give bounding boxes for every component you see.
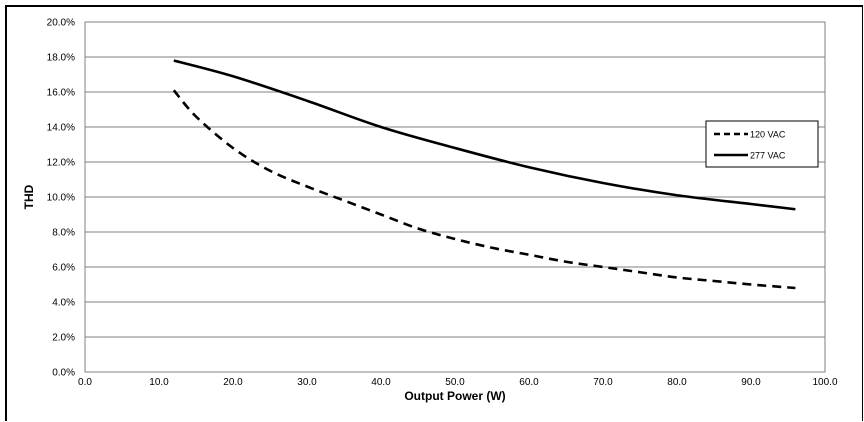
x-tick-label: 70.0 (593, 377, 613, 388)
legend: 120 VAC 277 VAC (705, 120, 819, 168)
x-tick-label: 60.0 (519, 377, 539, 388)
y-tick-label: 4.0% (52, 298, 75, 309)
x-tick-label: 40.0 (371, 377, 391, 388)
legend-label-120vac: 120 VAC (750, 130, 786, 140)
x-tick-label: 100.0 (812, 377, 837, 388)
legend-box (705, 120, 819, 168)
series-layer (172, 59, 796, 290)
x-tick-label: 50.0 (445, 377, 465, 388)
x-axis-title: Output Power (W) (404, 389, 505, 403)
y-tick-label: 6.0% (52, 263, 75, 274)
y-axis-title: THD (22, 184, 36, 209)
y-tick-label: 8.0% (52, 228, 75, 239)
x-tick-label: 80.0 (667, 377, 687, 388)
y-tick-label: 20.0% (47, 18, 75, 29)
y-tick-labels: 0.0% 2.0% 4.0% 6.0% 8.0% 10.0% 12.0% 14.0% 16.0%… (47, 18, 75, 379)
y-tick-label: 0.0% (52, 368, 75, 379)
y-tick-label: 10.0% (47, 193, 75, 204)
x-tick-label: 0.0 (78, 377, 92, 388)
y-tick-label: 16.0% (47, 88, 75, 99)
chart-frame: 0.0% 2.0% 4.0% 6.0% 8.0% 10.0% 12.0% 14.0% 16.0%… (5, 5, 863, 421)
y-tick-label: 14.0% (47, 123, 75, 134)
x-tick-label: 90.0 (741, 377, 761, 388)
series-line-277vac (173, 59, 796, 211)
x-tick-label: 10.0 (149, 377, 169, 388)
x-tick-label: 20.0 (223, 377, 243, 388)
series-line-120vac (172, 89, 796, 290)
thd-chart: 0.0% 2.0% 4.0% 6.0% 8.0% 10.0% 12.0% 14.0% 16.0%… (22, 18, 838, 404)
x-tick-label: 30.0 (297, 377, 317, 388)
y-tick-label: 2.0% (52, 333, 75, 344)
grid-layer (85, 56, 825, 338)
legend-label-277vac: 277 VAC (750, 151, 786, 161)
y-tick-label: 18.0% (47, 53, 75, 64)
y-tick-label: 12.0% (47, 158, 75, 169)
plot-border (84, 21, 826, 373)
x-tick-labels: 0.0 10.0 20.0 30.0 40.0 50.0 60.0 70.0 80.0 90.0 1… (78, 377, 838, 388)
